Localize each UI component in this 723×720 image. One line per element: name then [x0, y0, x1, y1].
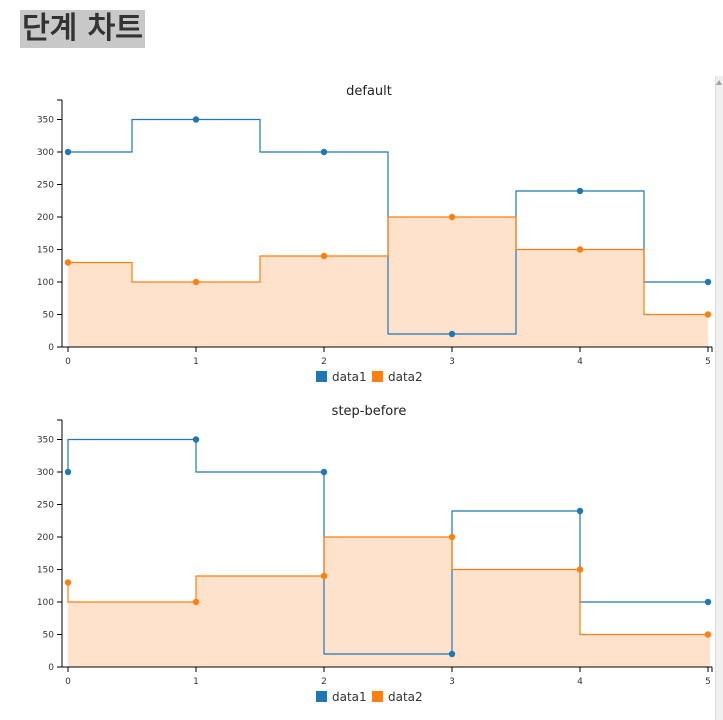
chart-title: default — [346, 84, 392, 99]
chart-title: step-before — [332, 404, 407, 419]
page-title: 단계 차트 — [20, 10, 145, 48]
legend-item-data2[interactable]: data2 — [372, 690, 423, 704]
y-tick-label: 0 — [48, 343, 54, 353]
legend-swatch — [316, 371, 327, 382]
data-point-data2 — [576, 246, 584, 253]
y-tick-label: 300 — [37, 148, 54, 158]
chart-step-before: step-before 0 50 100 150 200 250 300 350 0 1 2 3 4 5 da… — [37, 404, 713, 704]
y-tick-label: 300 — [37, 468, 54, 478]
data-point-data2 — [448, 533, 456, 541]
series-line-data1 — [67, 438, 710, 655]
legend-item-data1[interactable]: data1 — [316, 370, 367, 384]
y-tick-label: 50 — [43, 311, 55, 321]
data-point-data1 — [192, 116, 200, 123]
data-point-data2 — [320, 252, 328, 260]
scroll-up-arrow-icon[interactable] — [716, 80, 722, 85]
x-tick-label: 0 — [65, 677, 71, 687]
chart-default: default 0 50 100 150 200 250 300 350 0 1 2 3 4 5 data1 d… — [37, 84, 713, 384]
data-point-data1 — [64, 148, 72, 156]
legend-label: data2 — [388, 690, 423, 704]
legend-label: data1 — [332, 370, 367, 384]
data-point-data2 — [64, 259, 72, 266]
data-point-data2 — [576, 566, 584, 573]
y-tick-label: 100 — [37, 598, 54, 608]
y-tick-label: 200 — [37, 213, 54, 223]
data-point-data1 — [320, 468, 328, 476]
y-tick-label: 50 — [43, 631, 55, 641]
data-point-data1 — [320, 148, 328, 156]
data-point-data1 — [704, 278, 712, 286]
legend-item-data1[interactable]: data1 — [316, 690, 367, 704]
legend-label: data2 — [388, 370, 423, 384]
data-point-data2 — [704, 311, 712, 318]
data-point-data1 — [576, 187, 584, 195]
legend-item-data2[interactable]: data2 — [372, 370, 423, 384]
data-point-data1 — [64, 468, 72, 476]
y-tick-label: 350 — [37, 436, 54, 446]
data-point-data2 — [192, 278, 200, 286]
y-tick-label: 0 — [48, 663, 54, 673]
data-point-data1 — [448, 650, 456, 658]
data-point-data1 — [192, 436, 200, 443]
y-tick-label: 200 — [37, 533, 54, 543]
x-tick-label: 5 — [705, 677, 711, 687]
data-point-data2 — [64, 579, 72, 586]
vertical-scrollbar[interactable] — [715, 76, 723, 720]
x-tick-label: 5 — [705, 357, 711, 367]
data-point-data1 — [576, 507, 584, 515]
y-tick-label: 100 — [37, 278, 54, 288]
x-tick-label: 1 — [193, 677, 199, 687]
y-tick-label: 250 — [37, 181, 54, 191]
legend-swatch — [372, 371, 383, 382]
legend-swatch — [372, 691, 383, 702]
data-point-data1 — [704, 598, 712, 606]
data-point-data1 — [448, 330, 456, 338]
x-tick-label: 1 — [193, 357, 199, 367]
series-line-data2 — [68, 216, 708, 316]
x-tick-label: 2 — [321, 357, 327, 367]
x-tick-label: 2 — [321, 677, 327, 687]
data-point-data2 — [448, 213, 456, 221]
data-point-data2 — [192, 598, 200, 606]
y-tick-label: 350 — [37, 116, 54, 126]
x-tick-label: 4 — [577, 357, 583, 367]
y-tick-label: 250 — [37, 501, 54, 511]
legend-swatch — [316, 691, 327, 702]
data-point-data2 — [704, 631, 712, 638]
legend-label: data1 — [332, 690, 367, 704]
x-tick-label: 4 — [577, 677, 583, 687]
data-point-data2 — [320, 572, 328, 580]
y-tick-label: 150 — [37, 566, 54, 576]
x-tick-label: 3 — [449, 677, 455, 687]
x-tick-label: 3 — [449, 357, 455, 367]
y-tick-label: 150 — [37, 246, 54, 256]
x-tick-label: 0 — [65, 357, 71, 367]
series-line-data2 — [67, 536, 710, 636]
